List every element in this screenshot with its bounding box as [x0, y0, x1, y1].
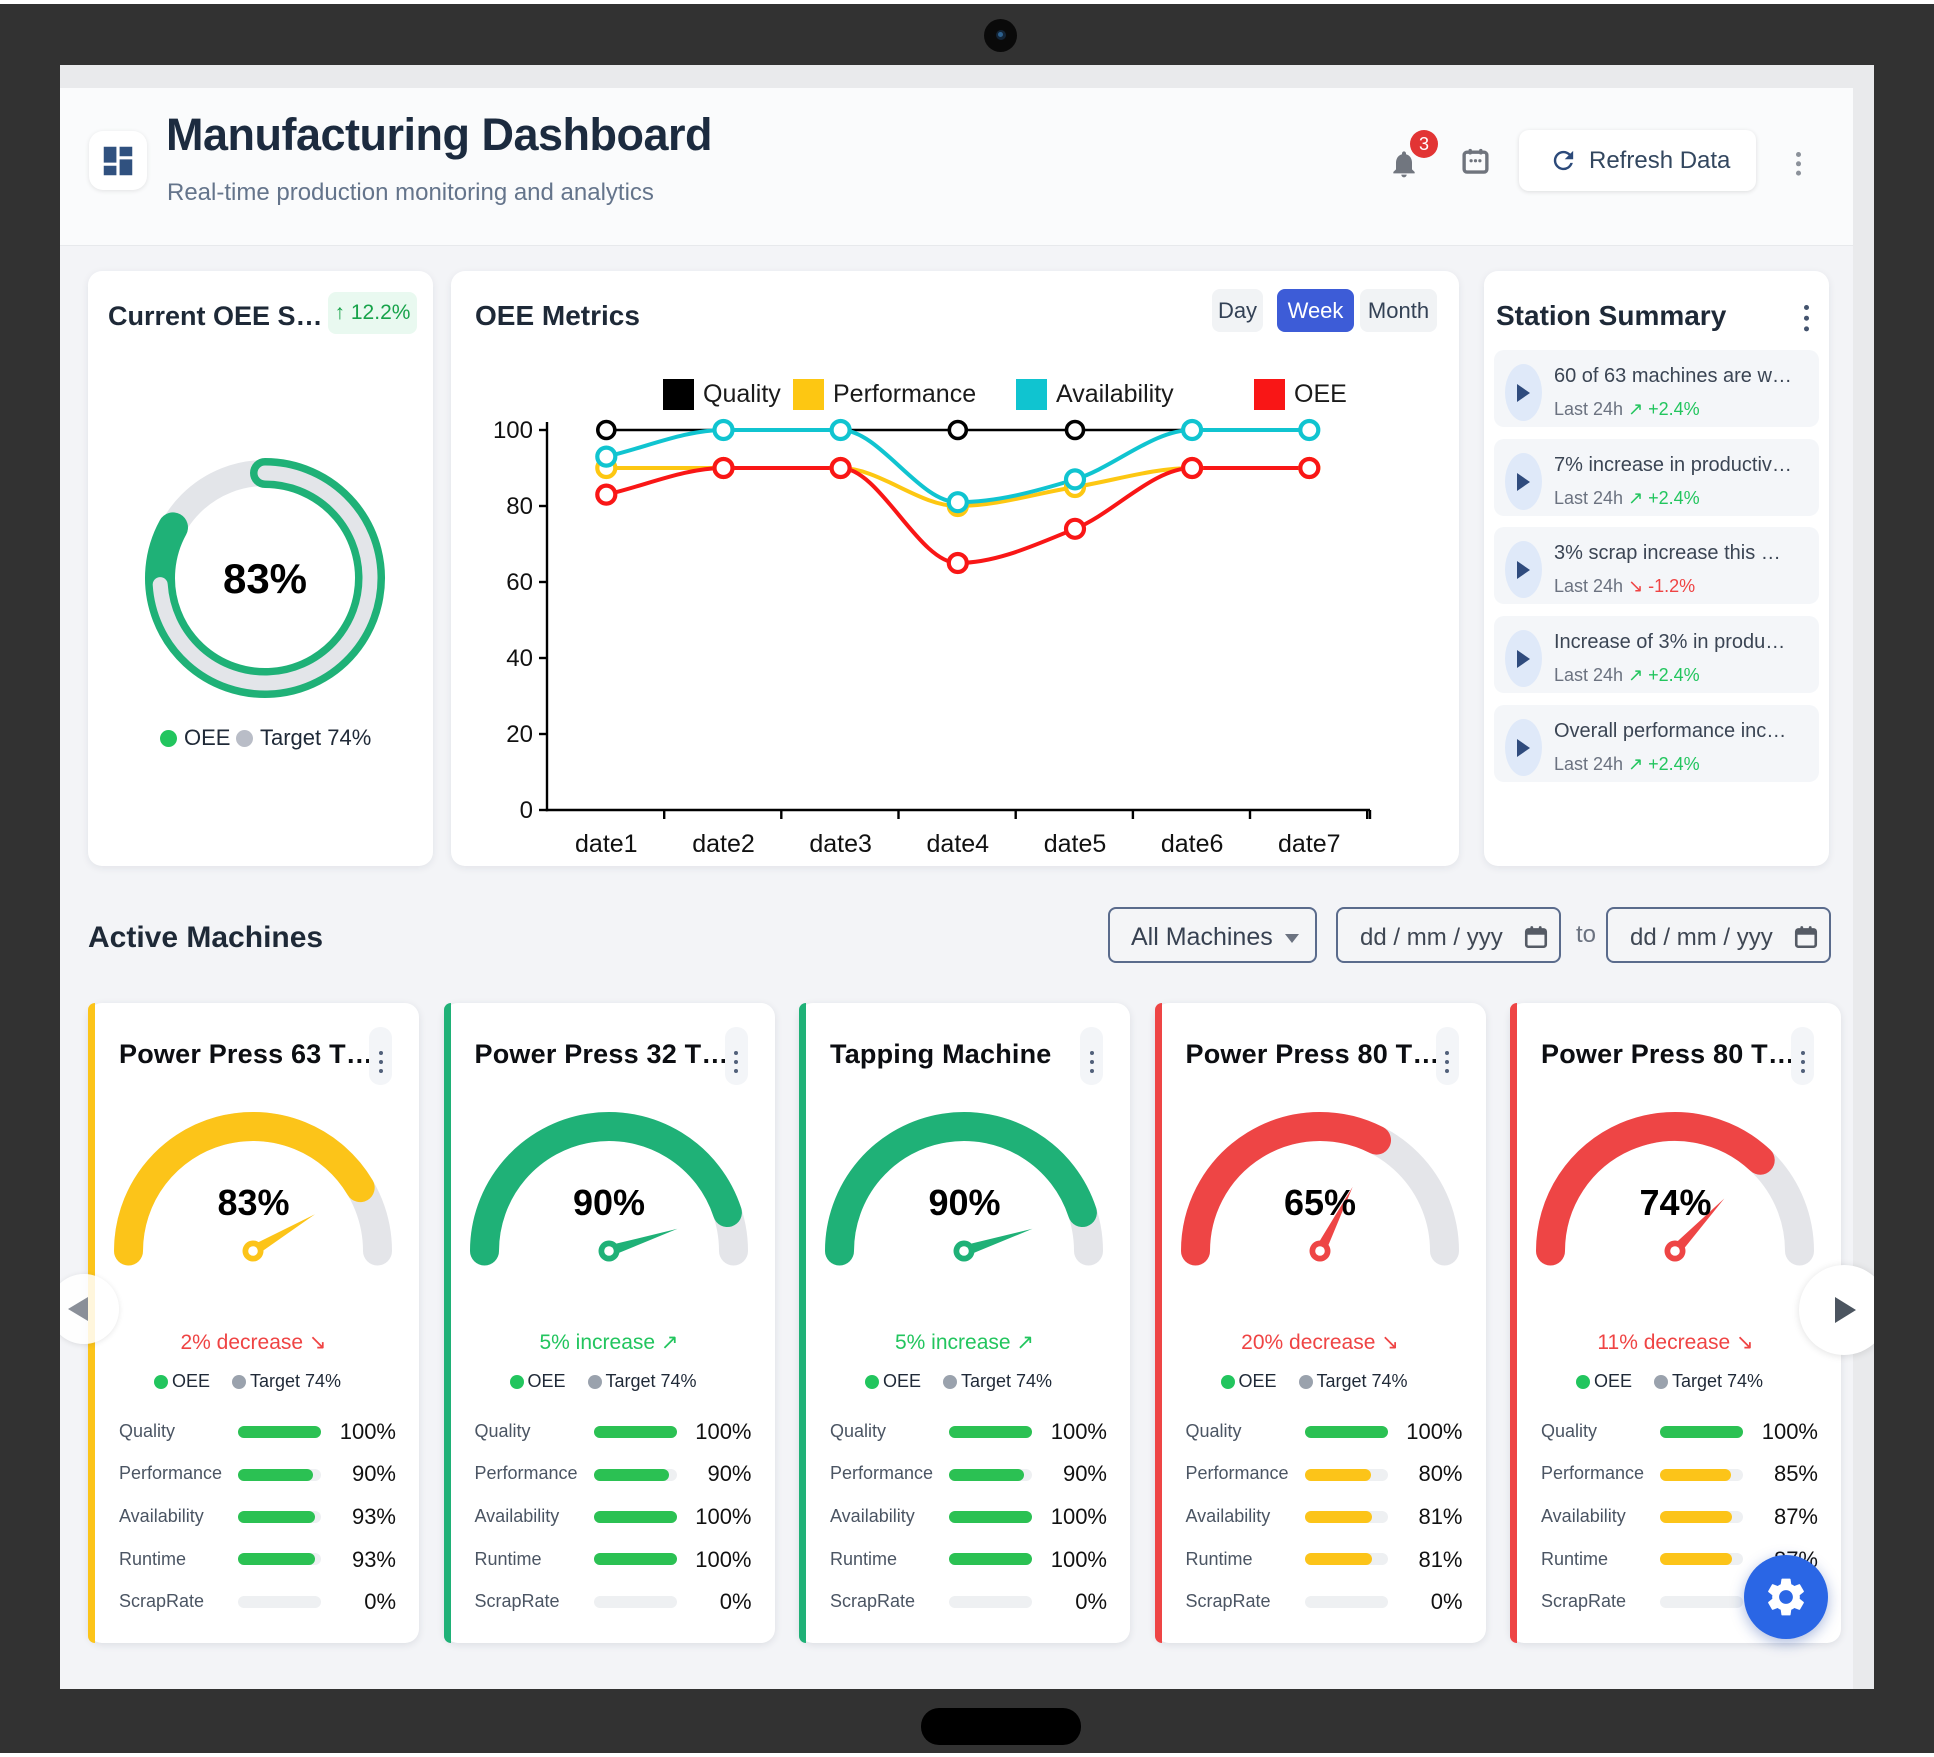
svg-text:20: 20	[506, 721, 533, 748]
svg-text:date5: date5	[1044, 830, 1107, 858]
svg-text:date2: date2	[692, 830, 755, 858]
svg-text:80: 80	[506, 493, 533, 520]
svg-text:60: 60	[506, 569, 533, 596]
svg-text:date3: date3	[809, 830, 872, 858]
svg-text:date7: date7	[1278, 830, 1341, 858]
svg-text:0: 0	[520, 797, 533, 824]
svg-text:date6: date6	[1161, 830, 1224, 858]
svg-text:100: 100	[493, 417, 533, 444]
svg-text:40: 40	[506, 645, 533, 672]
svg-text:date1: date1	[575, 830, 638, 858]
svg-text:date4: date4	[927, 830, 990, 858]
